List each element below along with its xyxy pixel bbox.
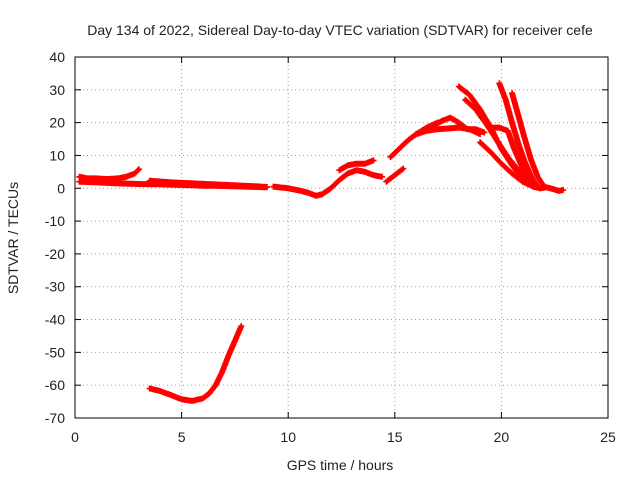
y-axis-label: SDTVAR / TECUs: [5, 182, 21, 294]
y-tick-label: -50: [45, 344, 65, 360]
series-arc-1: [76, 166, 142, 183]
series-arc-6: [383, 165, 407, 185]
y-tick-labels: -70 -60 -50 -40 -30 -20 -10 0 10 20 30 40: [45, 49, 65, 426]
series-arc-16: [530, 183, 567, 194]
y-tick-label: 20: [49, 115, 65, 131]
data-point-markers: [146, 177, 270, 190]
x-axis-label: GPS time / hours: [287, 457, 394, 473]
data-point-markers: [270, 167, 385, 199]
y-tick-label: -70: [45, 410, 65, 426]
y-tick-label: 30: [49, 82, 65, 98]
y-tick-label: 40: [49, 49, 65, 65]
series-arc-4: [270, 167, 385, 199]
data-point-markers: [509, 90, 547, 190]
data-point-markers: [530, 183, 567, 194]
data-point-markers: [496, 80, 541, 190]
data-point-markers: [76, 166, 142, 183]
x-tick-label: 25: [600, 429, 616, 445]
series-arc-14: [496, 80, 541, 190]
axis-ticks: [74, 56, 609, 419]
x-tick-labels: 0 5 10 15 20 25: [71, 429, 616, 445]
data-point-markers: [477, 139, 537, 190]
series-arc-13: [487, 124, 537, 188]
series-arc-12: [477, 139, 537, 190]
data-point-markers: [430, 114, 488, 136]
x-tick-label: 20: [494, 429, 510, 445]
data-point-markers: [487, 124, 537, 188]
x-tick-label: 10: [280, 429, 296, 445]
y-tick-label: -20: [45, 246, 65, 262]
x-tick-label: 0: [71, 429, 79, 445]
y-tick-label: -30: [45, 279, 65, 295]
x-tick-label: 5: [178, 429, 186, 445]
data-points: [76, 80, 567, 404]
series-arc-15: [509, 90, 547, 190]
chart-title: Day 134 of 2022, Sidereal Day-to-day VTE…: [87, 22, 593, 38]
y-tick-label: -40: [45, 312, 65, 328]
y-tick-label: -60: [45, 377, 65, 393]
y-tick-label: -10: [45, 213, 65, 229]
series-arc-3: [146, 177, 270, 190]
y-tick-label: 0: [57, 180, 65, 196]
x-tick-label: 15: [387, 429, 403, 445]
grid-lines: [75, 57, 608, 418]
data-point-markers: [146, 323, 245, 404]
plot-frame: [74, 56, 609, 419]
data-point-markers: [383, 165, 407, 185]
series-arc-5: [336, 157, 377, 174]
y-tick-label: 10: [49, 147, 65, 163]
series-arc-9: [430, 114, 488, 136]
series-arc-17: [146, 323, 245, 404]
data-point-markers: [336, 157, 377, 174]
